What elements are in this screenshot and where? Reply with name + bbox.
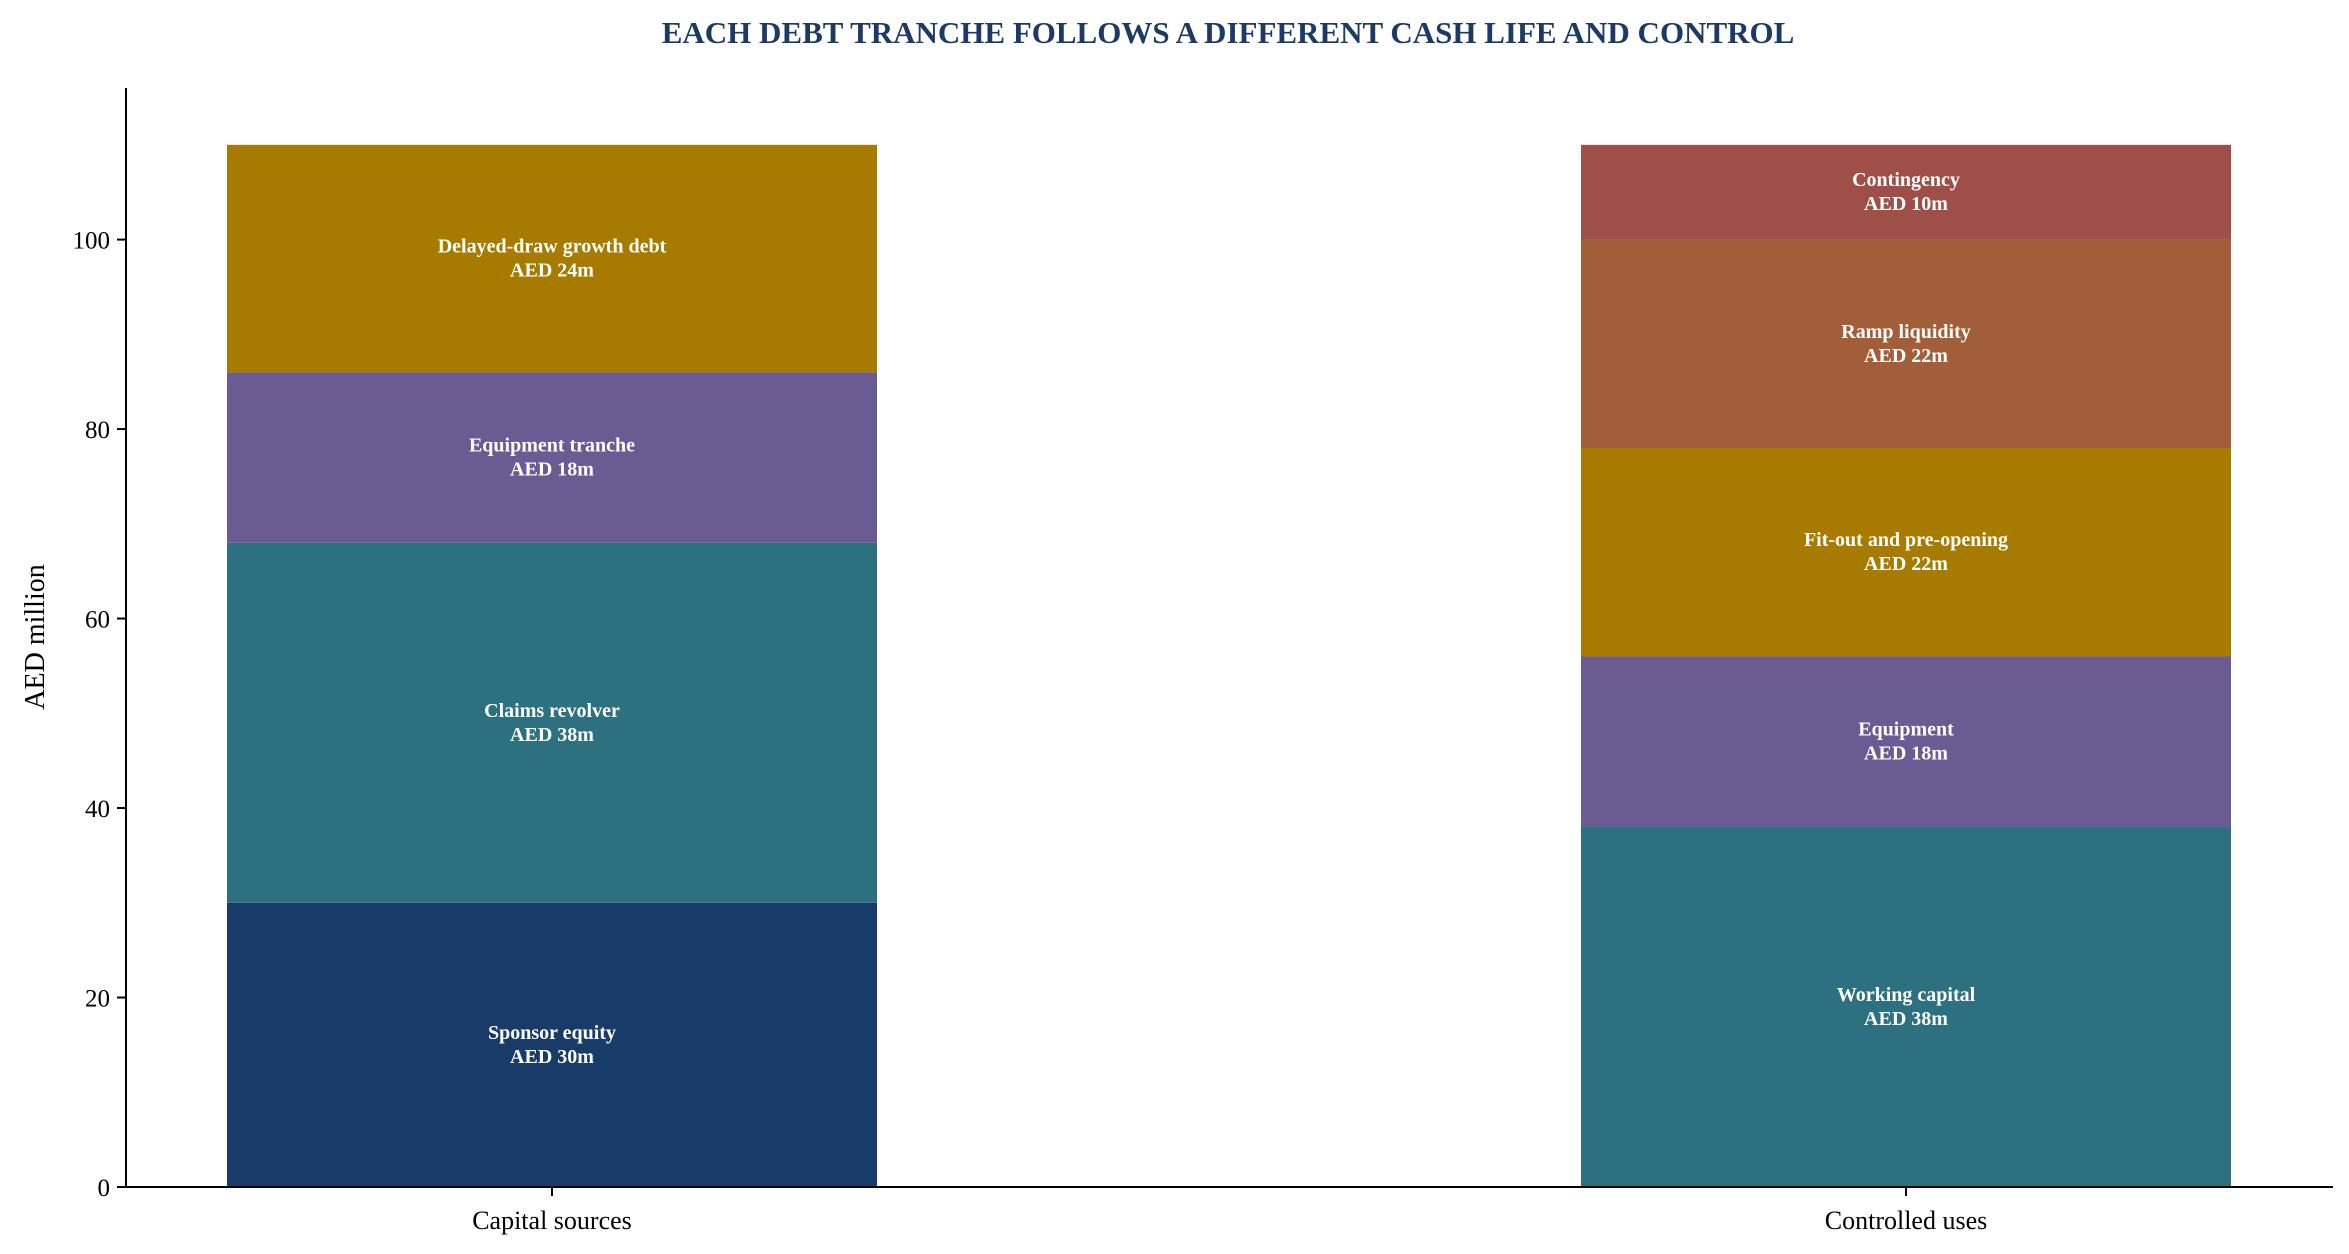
bar-segment-claims-revolver [227,542,877,903]
x-tick-label: Controlled uses [1825,1206,1988,1235]
y-tick-label: 60 [85,607,110,634]
segment-name-label: Sponsor equity [488,1022,616,1044]
bar-segment-working-capital [1581,826,2231,1187]
axes-group: Capital sources Controlled uses 0 20 40 60 80 1… [73,88,2333,1235]
segment-name-label: Contingency [1852,169,1960,191]
segment-value-label: AED 30m [510,1046,594,1068]
y-axis-label: AED million [20,564,51,709]
segment-value-label: AED 10m [1864,193,1948,215]
bar-segment-equipment-tranche [227,372,877,543]
bar-segment-contingency [1581,144,2231,240]
segment-name-label: Equipment [1858,719,1954,741]
segment-name-label: Claims revolver [484,700,620,722]
bar-segment-sponsor-equity [227,902,877,1187]
y-tick-label: 0 [98,1175,111,1202]
segment-value-label: AED 22m [1864,345,1948,367]
bar-segment-fit-out-and-pre-opening [1581,448,2231,657]
segment-value-label: AED 18m [510,458,594,480]
segment-value-label: AED 38m [510,724,594,746]
segment-name-label: Fit-out and pre-opening [1804,529,2008,551]
segment-value-label: AED 24m [510,260,594,282]
bar-segment-equipment [1581,656,2231,827]
x-tick-label: Capital sources [472,1206,632,1235]
segment-name-label: Working capital [1837,984,1976,1006]
y-tick-label: 40 [85,796,110,823]
segment-value-label: AED 38m [1864,1008,1948,1030]
segment-name-label: Ramp liquidity [1841,321,1970,343]
segment-value-label: AED 22m [1864,553,1948,575]
y-tick-label: 100 [73,228,111,255]
chart-title: EACH DEBT TRANCHE FOLLOWS A DIFFERENT CA… [662,15,1795,50]
segment-name-label: Equipment tranche [469,434,635,456]
segment-value-label: AED 18m [1864,743,1948,765]
bar-segment-ramp-liquidity [1581,239,2231,449]
bar-segment-delayed-draw-growth-debt [227,144,877,373]
segment-name-label: Delayed-draw growth debt [438,236,667,258]
y-tick-label: 80 [85,417,110,444]
y-tick-label: 20 [85,986,110,1013]
